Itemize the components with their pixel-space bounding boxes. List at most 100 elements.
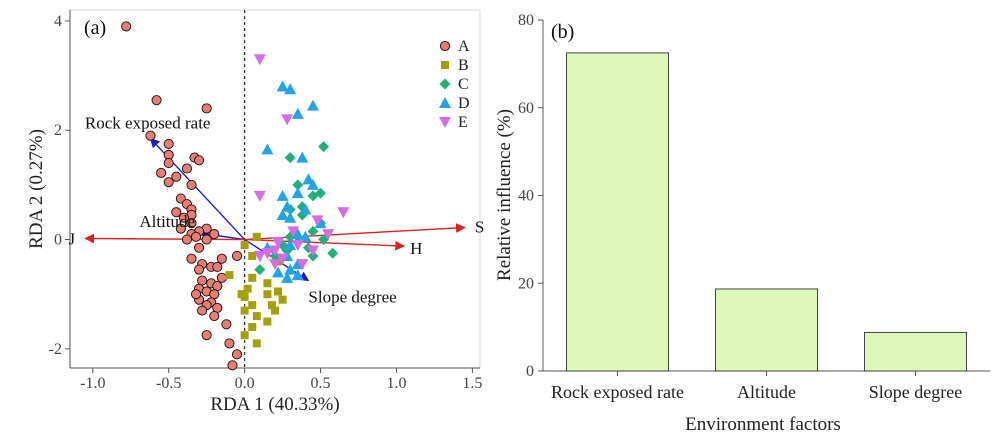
sample-point-c xyxy=(307,225,319,237)
bar-y-tick-label: 40 xyxy=(518,188,534,205)
rda-y-tick-label: 0 xyxy=(54,232,62,249)
sample-point-d xyxy=(281,271,294,283)
environment-vector-arrow xyxy=(84,233,245,244)
rda-y-axis-title: RDA 2 (0.27%) xyxy=(26,129,47,249)
sample-point-d xyxy=(261,143,274,155)
sample-point-b xyxy=(263,290,272,299)
bar-x-axis-title: Environment factors xyxy=(685,414,841,435)
sample-point-a xyxy=(212,261,223,272)
sample-point-c xyxy=(318,234,330,246)
sample-point-a xyxy=(178,212,189,223)
bar xyxy=(566,52,669,372)
rda-x-tick-label: 0.0 xyxy=(235,375,255,392)
vector-labels: S H J Rock exposed rate Altitude Slope degree xyxy=(69,113,485,306)
sample-point-e xyxy=(281,114,294,126)
sample-point-e xyxy=(306,245,319,257)
sample-point-b xyxy=(248,301,257,310)
species-vector-label: Rock exposed rate xyxy=(85,113,211,132)
sample-point-d xyxy=(291,107,304,119)
legend-label: E xyxy=(458,114,468,131)
sample-point-b xyxy=(263,317,272,326)
sample-point-a xyxy=(186,253,197,264)
sample-point-e xyxy=(296,259,309,271)
sample-point-a xyxy=(216,253,227,264)
sample-point-a xyxy=(181,163,192,174)
sample-point-e xyxy=(322,229,335,241)
sample-point-e xyxy=(272,237,285,249)
environment-vector-label: J xyxy=(69,229,76,248)
bar-category-label: Altitude xyxy=(737,382,796,402)
legend-marker-e xyxy=(439,117,451,128)
sample-point-b xyxy=(240,331,249,340)
rda-x-tick-label: 1.5 xyxy=(462,375,482,392)
sample-point-e xyxy=(276,253,289,265)
sample-point-e xyxy=(253,54,266,66)
sample-point-d xyxy=(284,263,297,275)
rda-x-axis-title: RDA 1 (40.33%) xyxy=(210,394,339,415)
sample-point-a xyxy=(194,242,205,253)
bar-y-tick-label: 0 xyxy=(526,363,534,380)
rda-x-ticks: -1.0 -0.5 0.0 0.5 1.0 1.5 xyxy=(80,368,482,392)
sample-point-d xyxy=(291,228,304,240)
sample-point-e xyxy=(253,250,266,262)
legend-marker-d xyxy=(439,97,451,108)
bar-y-tick-label: 80 xyxy=(518,12,534,29)
sample-point-d xyxy=(291,269,304,281)
sample-point-a xyxy=(190,289,202,300)
rda-y-tick-label: 2 xyxy=(54,122,62,139)
rda-y-tick-label: -2 xyxy=(49,341,62,358)
sample-point-a xyxy=(201,234,212,245)
sample-point-d xyxy=(306,99,319,111)
sample-point-c xyxy=(292,179,304,191)
panel-a-label: (a) xyxy=(84,17,106,39)
sample-point-b xyxy=(248,251,257,260)
rda-x-tick-label: 0.5 xyxy=(311,375,331,392)
environment-vector-label: H xyxy=(410,239,422,258)
legend-marker-b xyxy=(441,61,449,69)
sample-point-a xyxy=(197,305,208,316)
species-vector-label: Slope degree xyxy=(308,288,396,307)
sample-point-d xyxy=(299,203,312,215)
sample-point-a xyxy=(194,155,205,166)
bar xyxy=(864,331,967,372)
sample-point-b xyxy=(248,273,257,282)
sample-point-a xyxy=(209,229,220,240)
sample-point-e xyxy=(291,240,304,252)
sample-point-a xyxy=(163,157,174,169)
sample-point-a xyxy=(231,349,243,360)
sample-point-d xyxy=(291,187,304,199)
sample-point-a xyxy=(171,171,182,182)
sample-point-d xyxy=(299,230,312,242)
sample-point-d xyxy=(276,208,289,220)
sample-point-a xyxy=(163,177,174,188)
bars xyxy=(566,52,967,372)
sample-point-b xyxy=(263,279,272,288)
bar-y-tick-label: 60 xyxy=(518,100,534,117)
bar-category-label: Slope degree xyxy=(869,382,962,402)
sample-point-a xyxy=(224,338,235,349)
sample-point-a xyxy=(194,264,205,275)
sample-point-b xyxy=(252,312,261,321)
legend-label: C xyxy=(458,76,469,93)
sample-point-b xyxy=(278,295,287,304)
sample-point-d xyxy=(272,266,285,278)
sample-point-a xyxy=(227,360,238,371)
sample-point-e xyxy=(311,215,324,227)
sample-point-e xyxy=(337,207,350,219)
sample-point-b xyxy=(274,287,283,296)
species-vector-label: Altitude xyxy=(139,212,195,231)
sample-point-a xyxy=(145,130,156,141)
sample-point-a xyxy=(156,167,167,178)
sample-point-a xyxy=(216,272,227,283)
sample-point-a xyxy=(186,218,197,229)
sample-point-d xyxy=(296,151,309,163)
legend-label: B xyxy=(458,57,469,74)
sample-point-b xyxy=(243,284,252,293)
bar-y-axis-title: Relative influence (%) xyxy=(494,109,515,281)
sample-point-b xyxy=(240,241,249,250)
sample-points xyxy=(121,21,350,371)
rda-x-tick-label: 1.0 xyxy=(386,375,406,392)
rda-y-ticks: -2 0 2 4 xyxy=(49,13,70,358)
